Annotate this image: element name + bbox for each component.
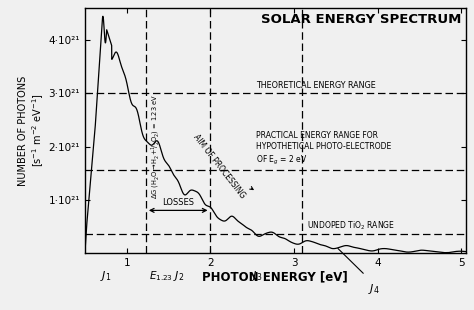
Text: PRACTICAL ENERGY RANGE FOR
HYPOTHETICAL PHOTO-ELECTRODE
OF E$_g$ = 2 eV: PRACTICAL ENERGY RANGE FOR HYPOTHETICAL … <box>256 131 392 167</box>
Text: $\Delta$G (H$_2$O$\rightarrow$H$_2$+$^1\!/_2$O$_2$) = 1.23 eV: $\Delta$G (H$_2$O$\rightarrow$H$_2$+$^1\… <box>149 94 162 199</box>
Text: LOSSES: LOSSES <box>162 198 194 207</box>
Text: SOLAR ENERGY SPECTRUM: SOLAR ENERGY SPECTRUM <box>262 13 462 26</box>
Text: THEORETICAL ENERGY RANGE: THEORETICAL ENERGY RANGE <box>256 81 376 90</box>
Text: UNDOPED TiO$_2$ RANGE: UNDOPED TiO$_2$ RANGE <box>307 219 395 232</box>
Y-axis label: NUMBER OF PHOTONS
[s$^{-1}$ m$^{-2}$ eV$^{-1}$]: NUMBER OF PHOTONS [s$^{-1}$ m$^{-2}$ eV$… <box>18 76 46 186</box>
Text: $J_3$: $J_3$ <box>251 269 262 283</box>
Text: $J_2$: $J_2$ <box>173 269 184 283</box>
Text: $J_1$: $J_1$ <box>100 269 111 283</box>
Text: $E_{1.23}$: $E_{1.23}$ <box>148 269 172 283</box>
Text: $J_4$: $J_4$ <box>368 282 380 296</box>
Text: AIM OF PROCESSING: AIM OF PROCESSING <box>191 133 253 201</box>
X-axis label: PHOTON ENERGY [eV]: PHOTON ENERGY [eV] <box>202 271 348 284</box>
